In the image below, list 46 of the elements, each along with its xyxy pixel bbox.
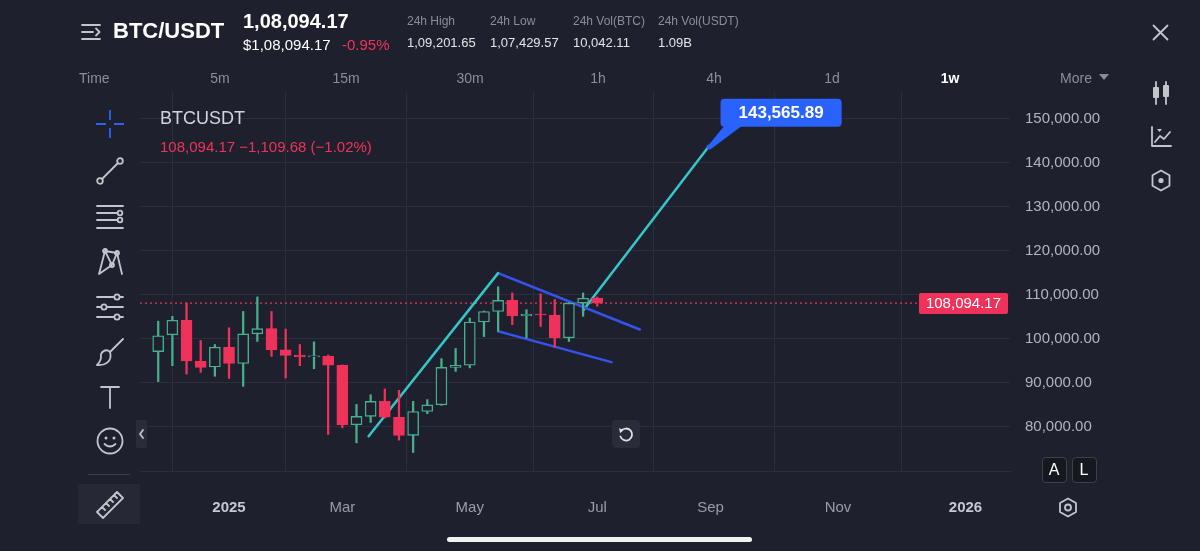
text: 1d: [824, 70, 840, 86]
text: L: [1079, 461, 1089, 478]
text: $1,08,094.17: [243, 36, 331, 53]
text: 1,09,201.65: [407, 35, 476, 50]
text: More: [1060, 70, 1092, 86]
x-tick-label: Sep: [697, 498, 724, 516]
text: 24h Low: [490, 14, 536, 28]
x-tick-label: Mar: [329, 498, 356, 516]
chart-title: BTC/USDT: [113, 18, 225, 43]
text: A: [1048, 461, 1060, 478]
text: 10,042.11: [573, 35, 630, 50]
annotation: 108,094.17 −1,109.68 (−1.02%): [160, 138, 372, 155]
text: 15m: [332, 70, 360, 86]
x-tick-label: Jul: [587, 498, 607, 516]
text: 1,08,094.17: [243, 10, 349, 32]
x-tick-label: 2026: [948, 498, 983, 516]
x-tick-label: May: [455, 498, 485, 516]
y-tick-label: 120,000.00: [1025, 240, 1101, 258]
y-tick-label: 130,000.00: [1025, 196, 1101, 214]
text: 30m: [456, 70, 484, 86]
y-tick-label: 80,000.00: [1025, 417, 1092, 435]
text: 4h: [706, 70, 722, 86]
text: -0.95%: [342, 36, 390, 53]
text: 1h: [590, 70, 606, 86]
y-tick-label: 150,000.00: [1025, 108, 1101, 126]
text: Time: [79, 70, 110, 86]
ref-line-label: 108,094.17: [925, 294, 1001, 312]
text: 1.09B: [658, 35, 692, 50]
text: 5m: [210, 70, 230, 86]
x-tick-label: Nov: [824, 498, 852, 516]
y-tick-label: 90,000.00: [1025, 373, 1092, 390]
text: 24h Vol(USDT): [658, 14, 739, 28]
annotation: 143,565.89: [738, 103, 824, 123]
text: 1w: [940, 70, 960, 86]
candlestick: [534, 293, 547, 327]
y-tick-label: 140,000.00: [1025, 152, 1101, 170]
x-tick-label: 2025: [212, 498, 246, 516]
candlestick: [449, 348, 462, 372]
text: 1,07,429.57: [490, 35, 559, 50]
candlestick: [166, 315, 179, 366]
text: BTCUSDT: [160, 108, 245, 128]
y-tick-label: 110,000.00: [1025, 284, 1099, 302]
text: 24h High: [407, 14, 456, 28]
candlestick: [350, 404, 363, 444]
y-tick-label: 100,000.00: [1025, 328, 1101, 346]
text: 24h Vol(BTC): [573, 14, 646, 28]
